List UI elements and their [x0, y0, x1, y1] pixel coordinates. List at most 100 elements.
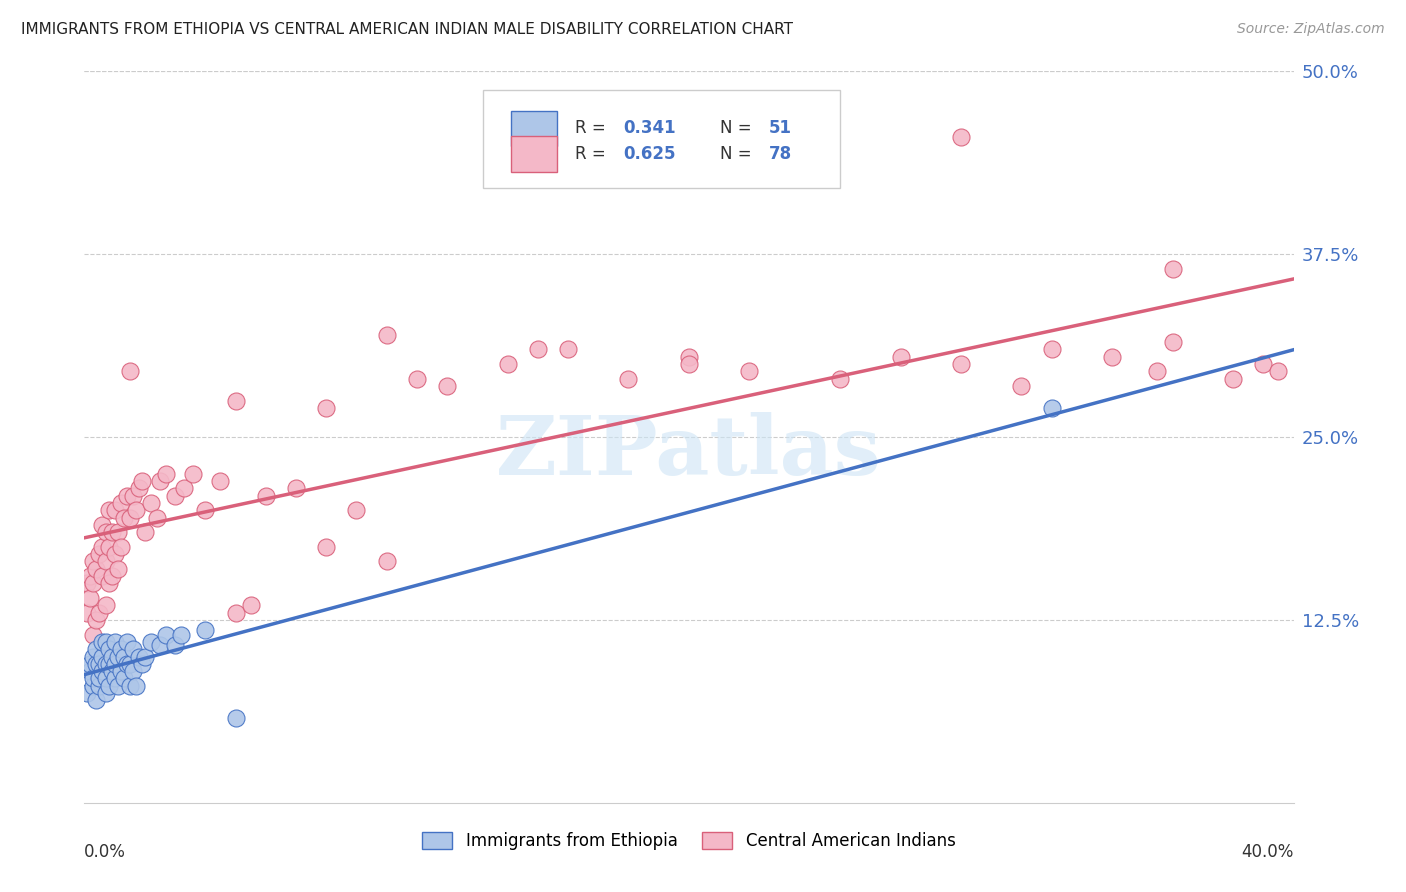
Point [86, 613, 108, 627]
Point [165, 489, 187, 503]
Point [91, 569, 114, 583]
Text: N =: N = [720, 120, 758, 137]
Point [110, 540, 132, 554]
Point [121, 642, 143, 657]
Point [121, 489, 143, 503]
Point [86, 693, 108, 707]
Point [173, 481, 195, 495]
Point [131, 474, 153, 488]
Text: 51: 51 [769, 120, 792, 137]
Point [1161, 261, 1184, 276]
FancyBboxPatch shape [512, 136, 557, 171]
Point [225, 606, 247, 620]
Point [82, 649, 104, 664]
Point [104, 635, 127, 649]
Point [104, 657, 127, 671]
Point [115, 657, 138, 671]
Point [86, 562, 108, 576]
Text: R =: R = [575, 120, 612, 137]
Point [128, 481, 150, 495]
Point [194, 503, 217, 517]
Point [82, 672, 104, 686]
Point [1222, 371, 1244, 385]
Point [107, 525, 129, 540]
Point [94, 525, 117, 540]
Point [149, 474, 172, 488]
Point [100, 649, 122, 664]
Text: IMMIGRANTS FROM ETHIOPIA VS CENTRAL AMERICAN INDIAN MALE DISABILITY CORRELATION : IMMIGRANTS FROM ETHIOPIA VS CENTRAL AMER… [21, 22, 793, 37]
Text: N =: N = [720, 145, 758, 163]
Point [1011, 379, 1033, 393]
Point [97, 503, 120, 517]
Point [94, 686, 117, 700]
Text: 0.341: 0.341 [624, 120, 676, 137]
Point [830, 371, 852, 385]
Point [125, 679, 148, 693]
Point [1146, 364, 1168, 378]
Point [110, 664, 132, 678]
Point [82, 627, 104, 641]
Point [97, 642, 120, 657]
Point [165, 638, 187, 652]
Text: 0.625: 0.625 [624, 145, 676, 163]
Point [94, 554, 117, 568]
Point [315, 401, 337, 415]
Point [1161, 334, 1184, 349]
Point [110, 496, 132, 510]
Text: Source: ZipAtlas.com: Source: ZipAtlas.com [1237, 22, 1385, 37]
Point [91, 540, 114, 554]
Point [225, 711, 247, 725]
Text: R =: R = [575, 145, 612, 163]
Point [100, 525, 122, 540]
Point [100, 569, 122, 583]
Point [239, 599, 262, 613]
Point [406, 371, 429, 385]
Point [181, 467, 204, 481]
Point [950, 357, 973, 371]
Point [170, 627, 193, 641]
Point [139, 496, 162, 510]
Point [112, 510, 135, 524]
Point [79, 657, 101, 671]
Point [254, 489, 277, 503]
Point [890, 350, 912, 364]
Point [107, 649, 129, 664]
Point [104, 547, 127, 561]
Point [97, 576, 120, 591]
Point [496, 357, 519, 371]
Text: ZIPatlas: ZIPatlas [496, 412, 882, 491]
Point [94, 599, 117, 613]
Point [79, 569, 101, 583]
Point [82, 679, 104, 693]
FancyBboxPatch shape [512, 111, 557, 146]
Point [115, 489, 138, 503]
Point [86, 657, 108, 671]
Point [107, 562, 129, 576]
Point [1040, 343, 1063, 357]
Point [89, 657, 111, 671]
Point [112, 672, 135, 686]
Point [76, 606, 98, 620]
Point [97, 657, 120, 671]
Point [82, 554, 104, 568]
Point [118, 364, 141, 378]
Point [121, 664, 143, 678]
Point [678, 350, 700, 364]
Point [139, 635, 162, 649]
Point [225, 393, 247, 408]
Point [82, 576, 104, 591]
Point [107, 679, 129, 693]
Point [97, 679, 120, 693]
Point [209, 474, 232, 488]
Point [194, 623, 217, 637]
Point [76, 686, 98, 700]
Point [104, 672, 127, 686]
Point [89, 547, 111, 561]
Point [128, 649, 150, 664]
Point [94, 635, 117, 649]
Point [94, 672, 117, 686]
Point [155, 467, 177, 481]
Point [91, 517, 114, 532]
Point [155, 627, 177, 641]
Point [91, 649, 114, 664]
